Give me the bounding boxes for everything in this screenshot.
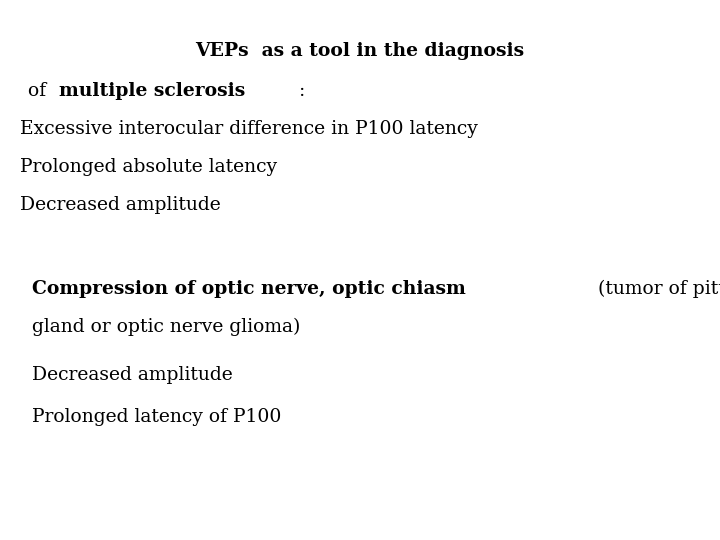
Text: gland or optic nerve glioma): gland or optic nerve glioma) [32, 318, 300, 336]
Text: of: of [28, 82, 52, 100]
Text: Decreased amplitude: Decreased amplitude [32, 366, 233, 384]
Text: Prolonged latency of P100: Prolonged latency of P100 [32, 408, 282, 426]
Text: VEPs  as a tool in the diagnosis: VEPs as a tool in the diagnosis [195, 42, 525, 60]
Text: Prolonged absolute latency: Prolonged absolute latency [20, 158, 277, 176]
Text: Excessive interocular difference in P100 latency: Excessive interocular difference in P100… [20, 120, 478, 138]
Text: (tumor of pituitary: (tumor of pituitary [592, 280, 720, 298]
Text: :: : [300, 82, 306, 100]
Text: multiple sclerosis: multiple sclerosis [59, 82, 246, 100]
Text: Compression of optic nerve, optic chiasm: Compression of optic nerve, optic chiasm [32, 280, 466, 298]
Text: Decreased amplitude: Decreased amplitude [20, 196, 221, 214]
